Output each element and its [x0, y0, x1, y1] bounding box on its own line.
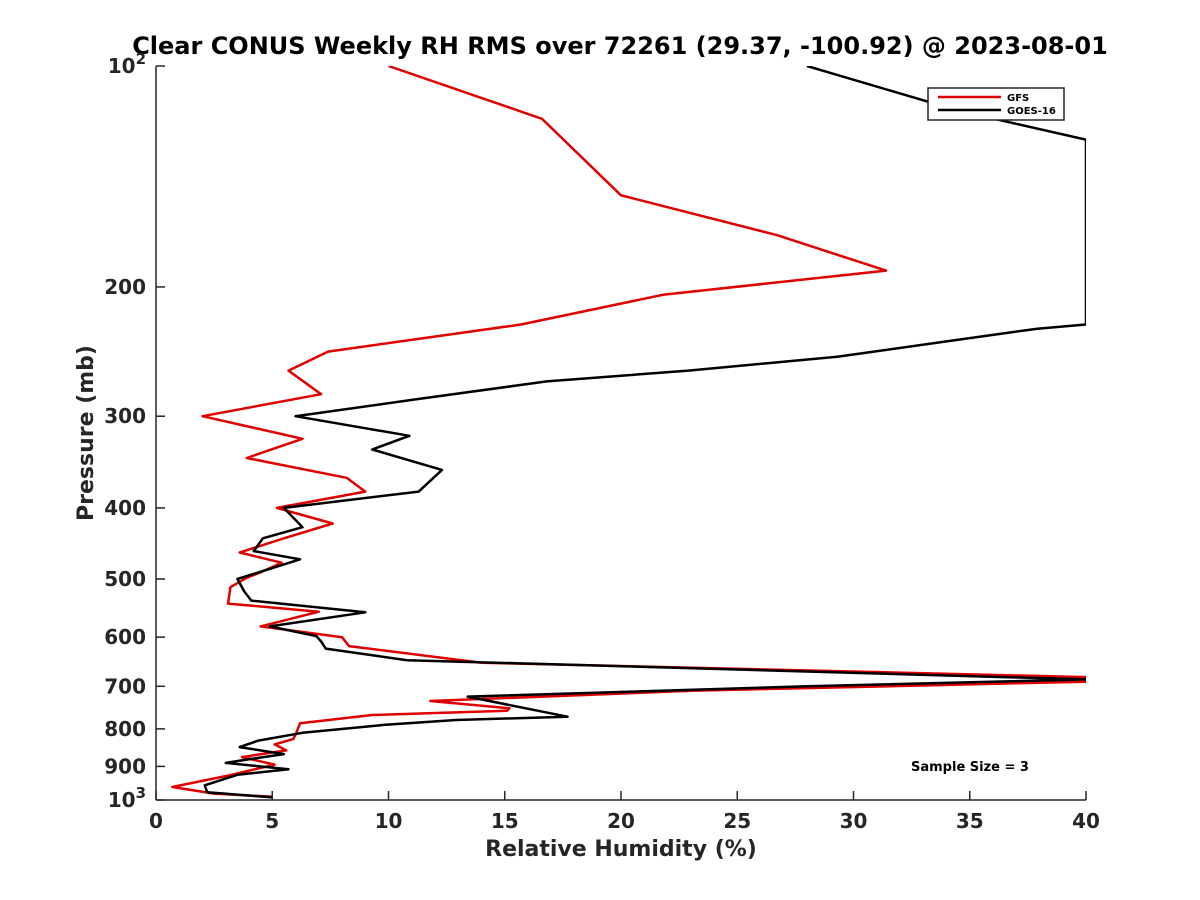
legend-box	[927, 87, 1065, 121]
y-tick-label: 103	[108, 784, 146, 812]
sample-size-annotation: Sample Size = 3	[911, 760, 1029, 775]
legend-label-goes16: GOES-16	[1007, 106, 1056, 117]
y-ticks: 102 200 300 400 500 600 700 800 900 103	[104, 50, 165, 812]
y-tick-label: 300	[104, 404, 146, 428]
x-tick-label: 30	[840, 809, 868, 833]
y-tick-label: 200	[104, 275, 146, 299]
x-tick-label: 40	[1072, 809, 1100, 833]
y-tick-label: 600	[104, 625, 146, 649]
y-tick-label: 900	[104, 754, 146, 778]
series-line-gfs	[171, 66, 1086, 799]
plot-area	[156, 66, 1086, 800]
y-tick-label: 700	[104, 674, 146, 698]
y-axis-label: Pressure (mb)	[74, 345, 99, 521]
x-tick-label: 10	[375, 809, 403, 833]
x-tick-label: 5	[265, 809, 279, 833]
x-tick-label: 35	[956, 809, 984, 833]
legend-label-gfs: GFS	[1007, 93, 1029, 104]
x-ticks: 0 5 10 15 20 25 30 35 40	[149, 791, 1100, 833]
y-tick-label: 102	[108, 50, 146, 78]
x-tick-label: 20	[607, 809, 635, 833]
x-axis-label: Relative Humidity (%)	[485, 837, 757, 862]
x-tick-label: 15	[491, 809, 519, 833]
y-tick-label: 800	[104, 717, 146, 741]
x-tick-label: 25	[723, 809, 751, 833]
series-layer	[171, 66, 1086, 799]
legend: GFS GOES-16	[927, 87, 1065, 121]
x-tick-label: 0	[149, 809, 163, 833]
y-tick-label: 400	[104, 496, 146, 520]
series-line-goes16	[203, 66, 1086, 799]
chart-title: Clear CONUS Weekly RH RMS over 72261 (29…	[132, 32, 1108, 60]
y-tick-label: 500	[104, 567, 146, 591]
